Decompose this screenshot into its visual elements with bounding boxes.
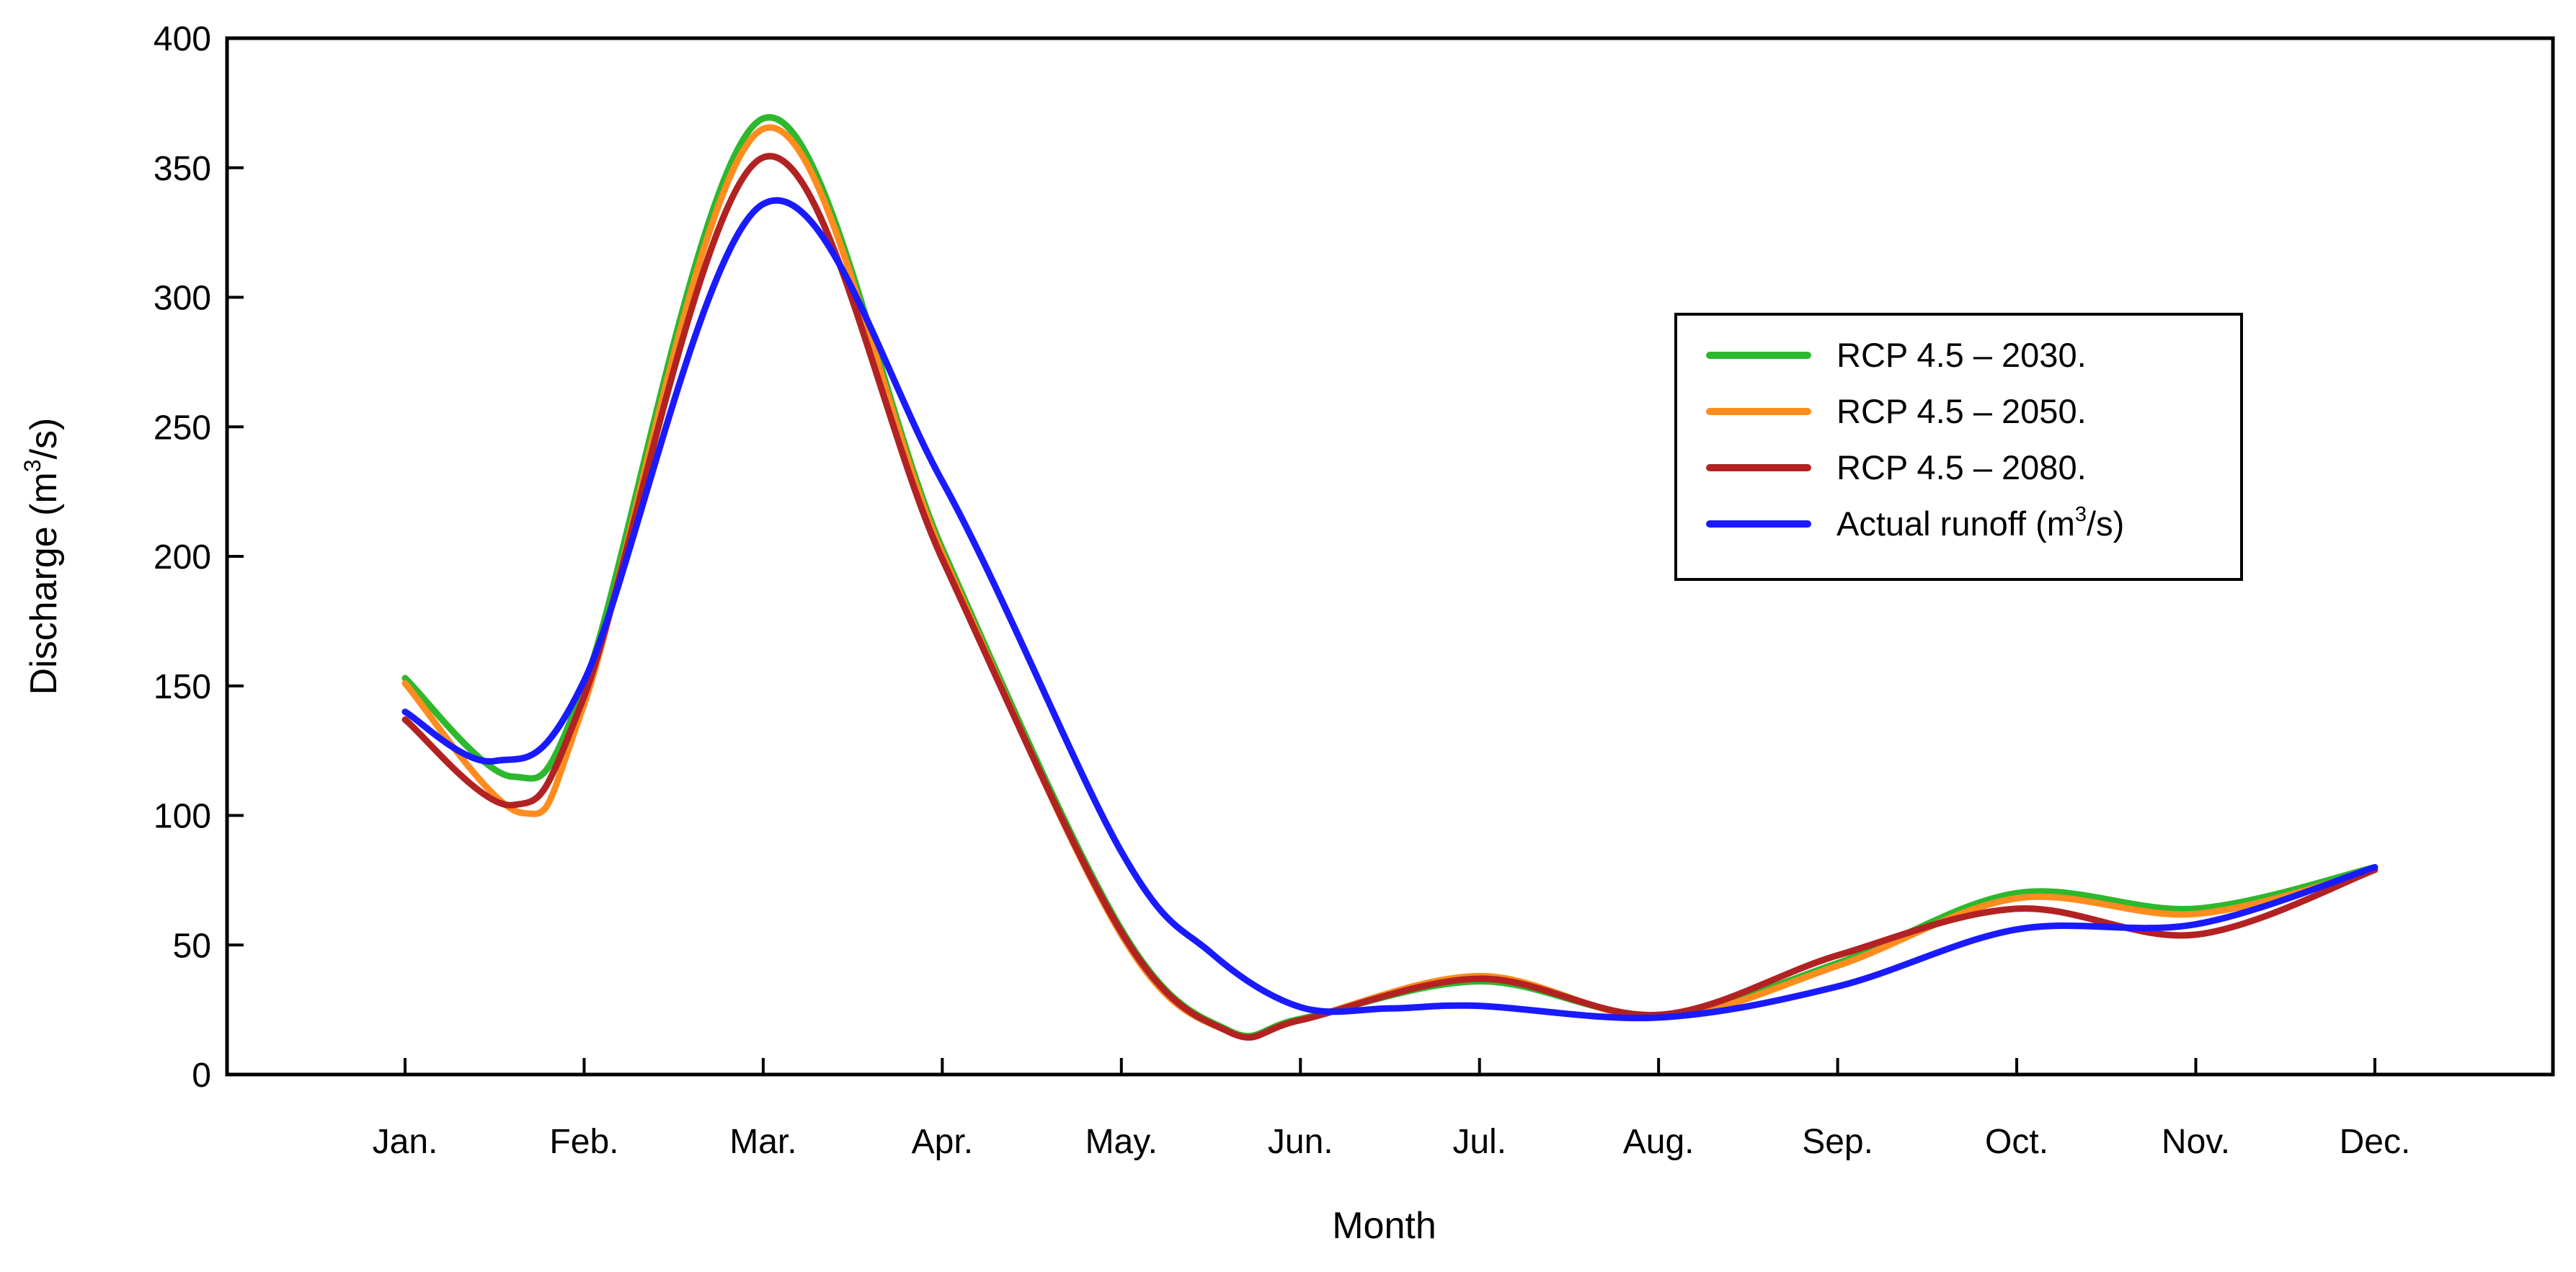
x-tick-label: Jan. — [373, 1123, 438, 1161]
series-line-rcp-4-5-2080 — [401, 153, 2379, 1041]
x-tick-label: May. — [1085, 1123, 1158, 1161]
y-tick-label: 200 — [154, 538, 211, 577]
x-tick-label: Feb. — [549, 1123, 618, 1161]
legend-label-actual-runoff-m-s: Actual runoff (m3/s) — [1836, 503, 2124, 543]
x-tick-label: Aug. — [1623, 1123, 1695, 1161]
y-tick-label: 150 — [154, 668, 211, 706]
y-tick-label: 50 — [173, 927, 211, 965]
legend-label-rcp-4-5-2080: RCP 4.5 – 2080. — [1836, 448, 2087, 486]
x-tick-label: Jun. — [1268, 1123, 1333, 1161]
x-tick-label: Sep. — [1802, 1123, 1873, 1161]
legend-label-rcp-4-5-2050: RCP 4.5 – 2050. — [1836, 392, 2087, 430]
y-tick-label: 350 — [154, 150, 211, 188]
series-line-actual-runoff-m-s — [401, 197, 2379, 1022]
x-tick-label: Oct. — [1985, 1123, 2048, 1161]
series-line-rcp-4-5-2050 — [401, 124, 2379, 1041]
x-axis-title: Month — [1332, 1205, 1436, 1247]
legend-label-rcp-4-5-2030: RCP 4.5 – 2030. — [1836, 336, 2087, 374]
y-tick-label: 0 — [192, 1057, 211, 1095]
y-tick-label: 400 — [154, 20, 211, 58]
y-tick-label: 300 — [154, 280, 211, 318]
y-tick-label: 250 — [154, 409, 211, 447]
y-axis-title: Discharge (m3/s) — [19, 418, 65, 695]
x-tick-label: Jul. — [1452, 1123, 1506, 1161]
y-tick-label: 100 — [154, 798, 211, 836]
x-tick-label: Apr. — [912, 1123, 973, 1161]
x-tick-label: Nov. — [2162, 1123, 2230, 1161]
legend-box — [1674, 313, 2243, 581]
x-tick-label: Mar. — [729, 1123, 796, 1161]
x-tick-label: Dec. — [2340, 1123, 2411, 1161]
